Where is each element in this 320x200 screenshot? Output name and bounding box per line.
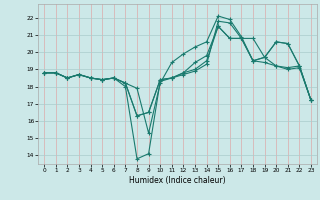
X-axis label: Humidex (Indice chaleur): Humidex (Indice chaleur) xyxy=(129,176,226,185)
